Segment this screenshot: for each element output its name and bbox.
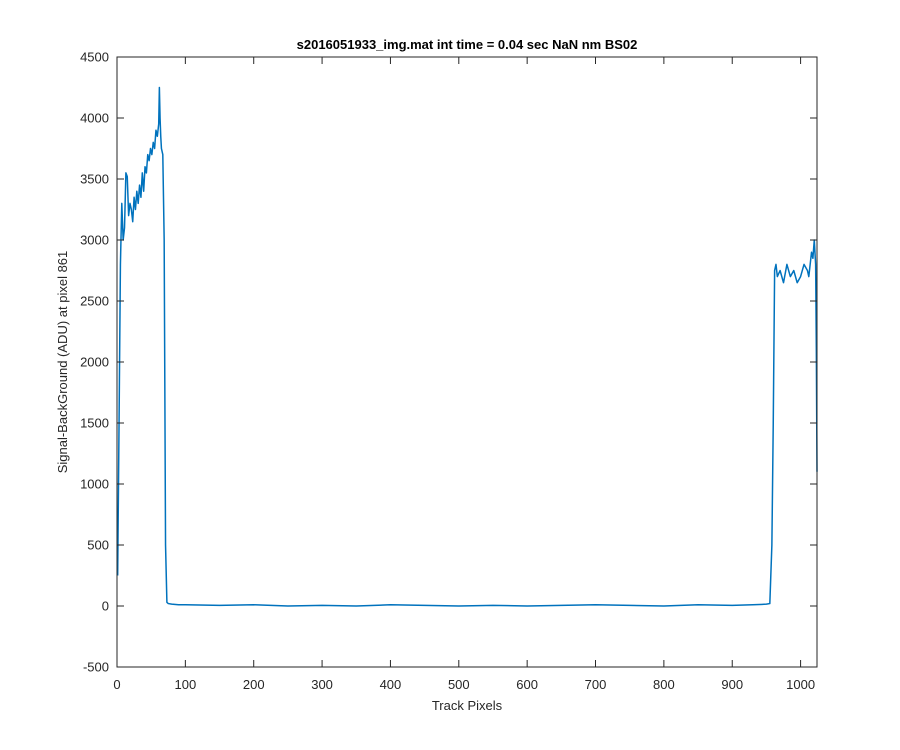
x-tick-label-2: 200 [243,677,265,692]
x-tick-label-4: 400 [380,677,402,692]
y-tick-label-0: -500 [83,660,109,675]
y-tick-label-2: 500 [87,538,109,553]
x-tick-label-0: 0 [113,677,120,692]
x-tick-label-6: 600 [516,677,538,692]
x-tick-label-7: 700 [585,677,607,692]
y-tick-label-3: 1000 [80,477,109,492]
x-ticks: 0 100 200 300 400 500 600 700 800 900 1000 [113,57,815,692]
x-tick-label-9: 900 [721,677,743,692]
y-tick-label-8: 3500 [80,172,109,187]
x-tick-label-1: 100 [175,677,197,692]
series-line-0 [116,86,818,607]
y-tick-label-6: 2500 [80,294,109,309]
y-tick-label-9: 4000 [80,111,109,126]
y-axis-label: Signal-BackGround (ADU) at pixel 861 [55,251,70,474]
y-tick-label-10: 4500 [80,50,109,65]
y-tick-label-7: 3000 [80,233,109,248]
x-axis-label: Track Pixels [432,698,503,713]
x-tick-label-5: 500 [448,677,470,692]
data-layer [116,86,818,607]
y-tick-label-1: 0 [102,599,109,614]
y-ticks: -500 0 500 1000 1500 2000 2500 3000 3500 4000 4500 [80,50,817,675]
x-tick-label-10: 1000 [786,677,815,692]
y-tick-label-4: 1500 [80,416,109,431]
y-tick-label-5: 2000 [80,355,109,370]
axes-background [117,57,817,667]
x-tick-label-8: 800 [653,677,675,692]
chart-title: s2016051933_img.mat int time = 0.04 sec … [297,37,638,52]
x-tick-label-3: 300 [311,677,333,692]
